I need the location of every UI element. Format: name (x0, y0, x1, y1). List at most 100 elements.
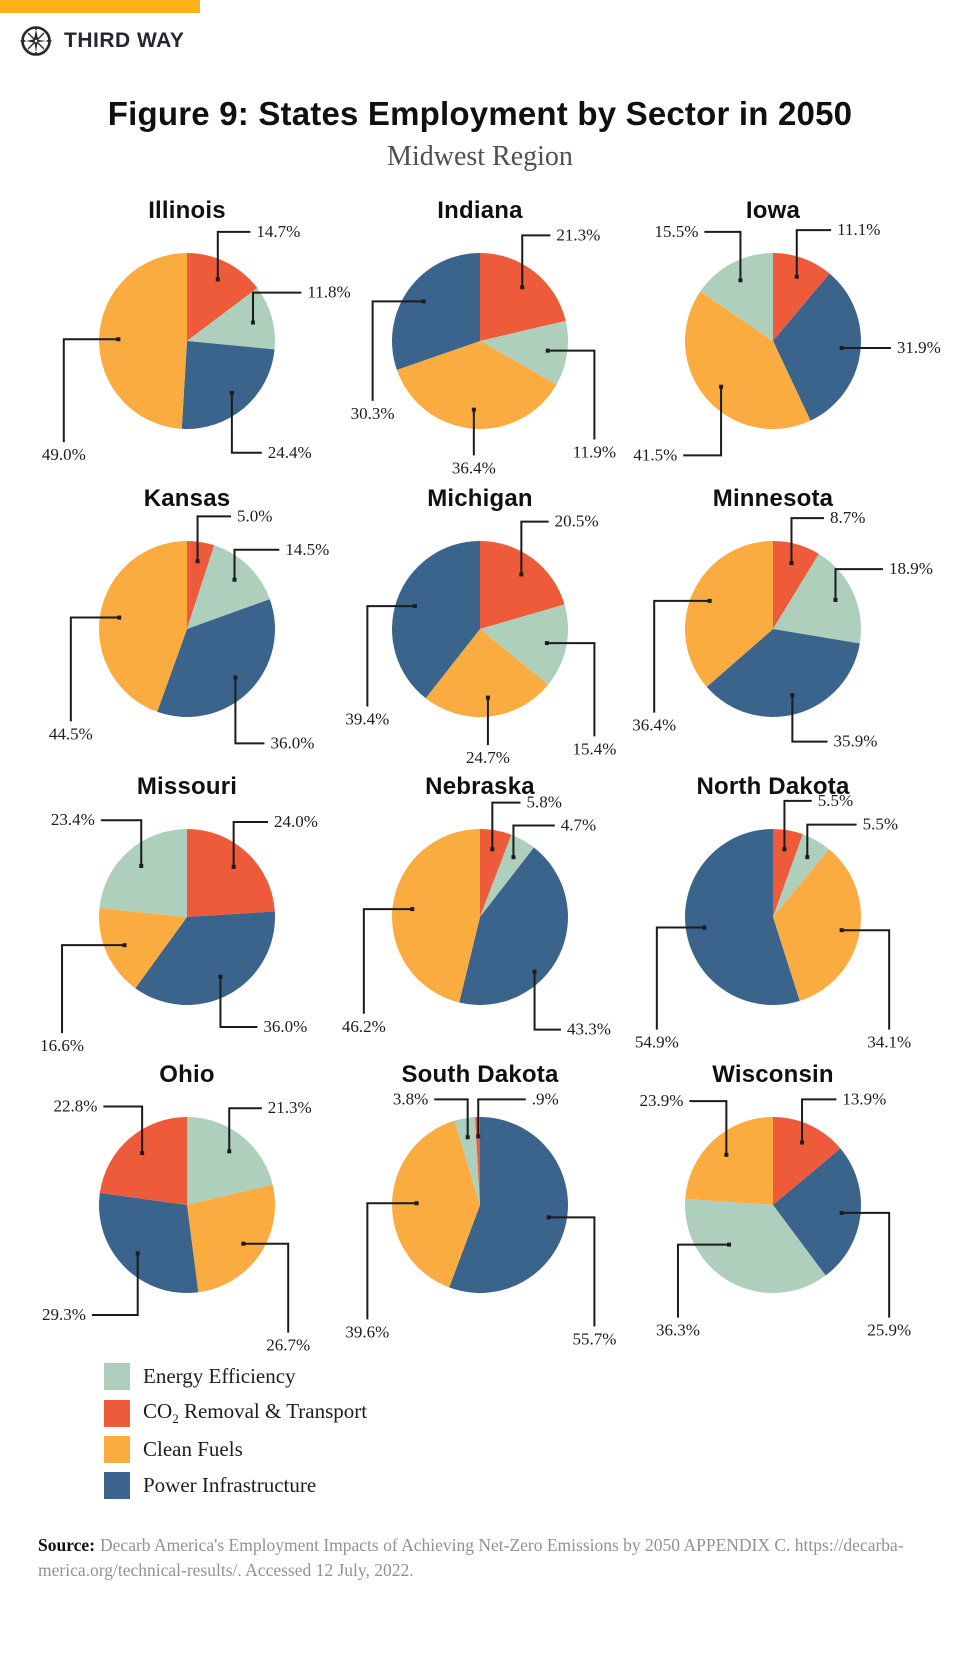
pie-cell-illinois: Illinois 14.7% 11.8% 24.4% 49.0% (41, 197, 351, 469)
slice-label-ee: 18.9% (889, 559, 933, 578)
label-anchor-dot (520, 285, 525, 290)
slice-label-fuels: 26.7% (266, 1336, 310, 1355)
pie-slice-ee (684, 1198, 826, 1294)
pie-slice-ee (480, 604, 569, 685)
label-leader-line (232, 820, 268, 867)
pie-slice-power (449, 1117, 568, 1293)
label-leader-line (547, 349, 596, 440)
label-leader-line (366, 605, 415, 707)
label-anchor-dot (707, 598, 712, 603)
label-anchor-dot (738, 278, 743, 283)
slice-label-power: 39.4% (345, 709, 389, 728)
slice-label-ee: 14.5% (285, 540, 329, 559)
legend-swatch-fuels (104, 1436, 130, 1464)
label-leader-line (196, 515, 231, 562)
pie-chart-illinois: 14.7% 11.8% 24.4% 49.0% (42, 222, 351, 464)
label-anchor-dot (414, 1201, 419, 1206)
page-title: Figure 9: States Employment by Sector in… (107, 95, 853, 132)
legend-item-ee: Energy Efficiency (104, 1363, 960, 1390)
pie-slice-fuels (392, 829, 480, 1003)
label-leader-line (230, 392, 262, 454)
pie-slice-fuels (99, 253, 187, 429)
pie-cell-north-dakota: North Dakota 5.5% 5.5% 34.1% 54.9% (627, 773, 920, 1052)
source-label: Source: (38, 1535, 96, 1556)
slice-label-fuels: 23.9% (639, 1091, 683, 1110)
slice-label-ee: 23.4% (51, 810, 95, 829)
slice-label-fuels: 41.5% (633, 445, 677, 464)
label-leader-line (783, 799, 812, 850)
label-leader-line (61, 944, 125, 1034)
state-title-kansas: Kansas (143, 485, 231, 512)
slice-label-fuels: 24.7% (466, 748, 510, 767)
label-anchor-dot (140, 1151, 145, 1156)
label-leader-line (841, 1211, 891, 1318)
label-leader-line (69, 616, 120, 722)
state-title-michigan: Michigan (427, 485, 533, 512)
pie-slice-fuels (98, 541, 187, 712)
label-leader-line (790, 517, 825, 563)
pie-cell-missouri: Missouri 24.0% 36.0% 16.6% 23.4% (40, 773, 334, 1055)
source-note: Source: Decarb America's Employment Impac… (38, 1533, 922, 1583)
accent-bar (0, 0, 200, 13)
state-title-indiana: Indiana (437, 197, 523, 224)
pie-slice-power (135, 911, 276, 1006)
label-anchor-dot (241, 1241, 246, 1246)
label-anchor-dot (702, 925, 707, 930)
slice-label-co2: 21.3% (556, 225, 600, 244)
pie-slice-fuels (685, 541, 773, 687)
pie-slice-co2 (773, 541, 819, 629)
slice-label-ee: 4.7% (561, 815, 596, 834)
pie-cell-wisconsin: Wisconsin 13.9% 25.9% 36.3% 23.9% (627, 1061, 920, 1340)
label-leader-line (362, 908, 413, 1014)
pie-slice-ee (773, 834, 830, 917)
pie-slice-ee (480, 834, 534, 917)
label-leader-line (520, 520, 549, 575)
slice-label-fuels: 36.4% (632, 716, 676, 735)
label-leader-line (491, 801, 521, 850)
pie-chart-north-dakota: 5.5% 5.5% 34.1% 54.9% (635, 791, 911, 1052)
label-anchor-dot (490, 847, 495, 852)
label-anchor-dot (232, 577, 237, 582)
pie-chart-kansas: 5.0% 14.5% 36.0% 44.5% (49, 506, 329, 752)
label-anchor-dot (782, 847, 787, 852)
slice-label-co2: 14.7% (256, 222, 300, 241)
slice-label-power: 43.3% (567, 1020, 611, 1039)
slice-label-ee: 11.8% (307, 283, 350, 302)
legend-swatch-co2 (104, 1399, 130, 1427)
pie-slice-power (684, 829, 800, 1005)
pie-slice-co2 (480, 253, 566, 341)
label-anchor-dot (545, 348, 550, 353)
pie-chart-indiana: 21.3% 11.9% 36.4% 30.3% (351, 225, 616, 477)
slice-label-fuels: 49.0% (42, 445, 86, 464)
label-leader-line (791, 695, 828, 743)
label-leader-line (655, 926, 705, 1030)
slice-label-power: 36.0% (270, 733, 314, 752)
pie-cell-kansas: Kansas 5.0% 14.5% 36.0% 44.5% (41, 485, 334, 757)
brand-name: THIRD WAY (64, 29, 185, 52)
pie-cell-south-dakota: South Dakota 55.7% 39.6% 3.8% .9% (334, 1061, 627, 1348)
pie-slice-fuels (425, 629, 549, 718)
slice-label-power: 24.4% (268, 443, 312, 462)
pie-slice-fuels (685, 291, 811, 429)
label-leader-line (219, 976, 258, 1028)
pie-slice-co2 (187, 253, 258, 341)
pie-slice-fuels (98, 908, 187, 989)
pie-chart-nebraska: 5.8%4.7% 43.3% 46.2% (342, 793, 611, 1039)
slice-label-fuels: 34.1% (867, 1033, 911, 1052)
state-title-nebraska: Nebraska (425, 773, 535, 800)
label-leader-line (371, 300, 424, 401)
slice-label-power: 36.0% (263, 1017, 307, 1036)
label-anchor-dot (546, 1215, 551, 1220)
pie-slice-power (157, 599, 276, 718)
pie-slice-power (181, 341, 275, 429)
state-title-minnesota: Minnesota (712, 485, 834, 512)
legend-item-power: Power Infrastructure (104, 1472, 960, 1500)
pie-slice-power (706, 629, 860, 717)
legend-swatch-power (104, 1472, 130, 1500)
label-leader-line (91, 1253, 139, 1316)
label-leader-line (103, 1105, 144, 1154)
pie-slice-co2 (773, 1117, 841, 1205)
label-anchor-dot (511, 855, 516, 860)
page-subtitle: Midwest Region (387, 141, 573, 172)
legend-label-power: Power Infrastructure (143, 1473, 317, 1498)
